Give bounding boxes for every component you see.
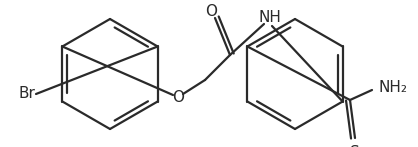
- Text: O: O: [172, 90, 184, 105]
- Text: NH₂: NH₂: [378, 81, 407, 96]
- Text: Br: Br: [18, 86, 35, 101]
- Text: S: S: [350, 145, 360, 147]
- Text: NH: NH: [258, 10, 281, 25]
- Text: O: O: [205, 5, 217, 20]
